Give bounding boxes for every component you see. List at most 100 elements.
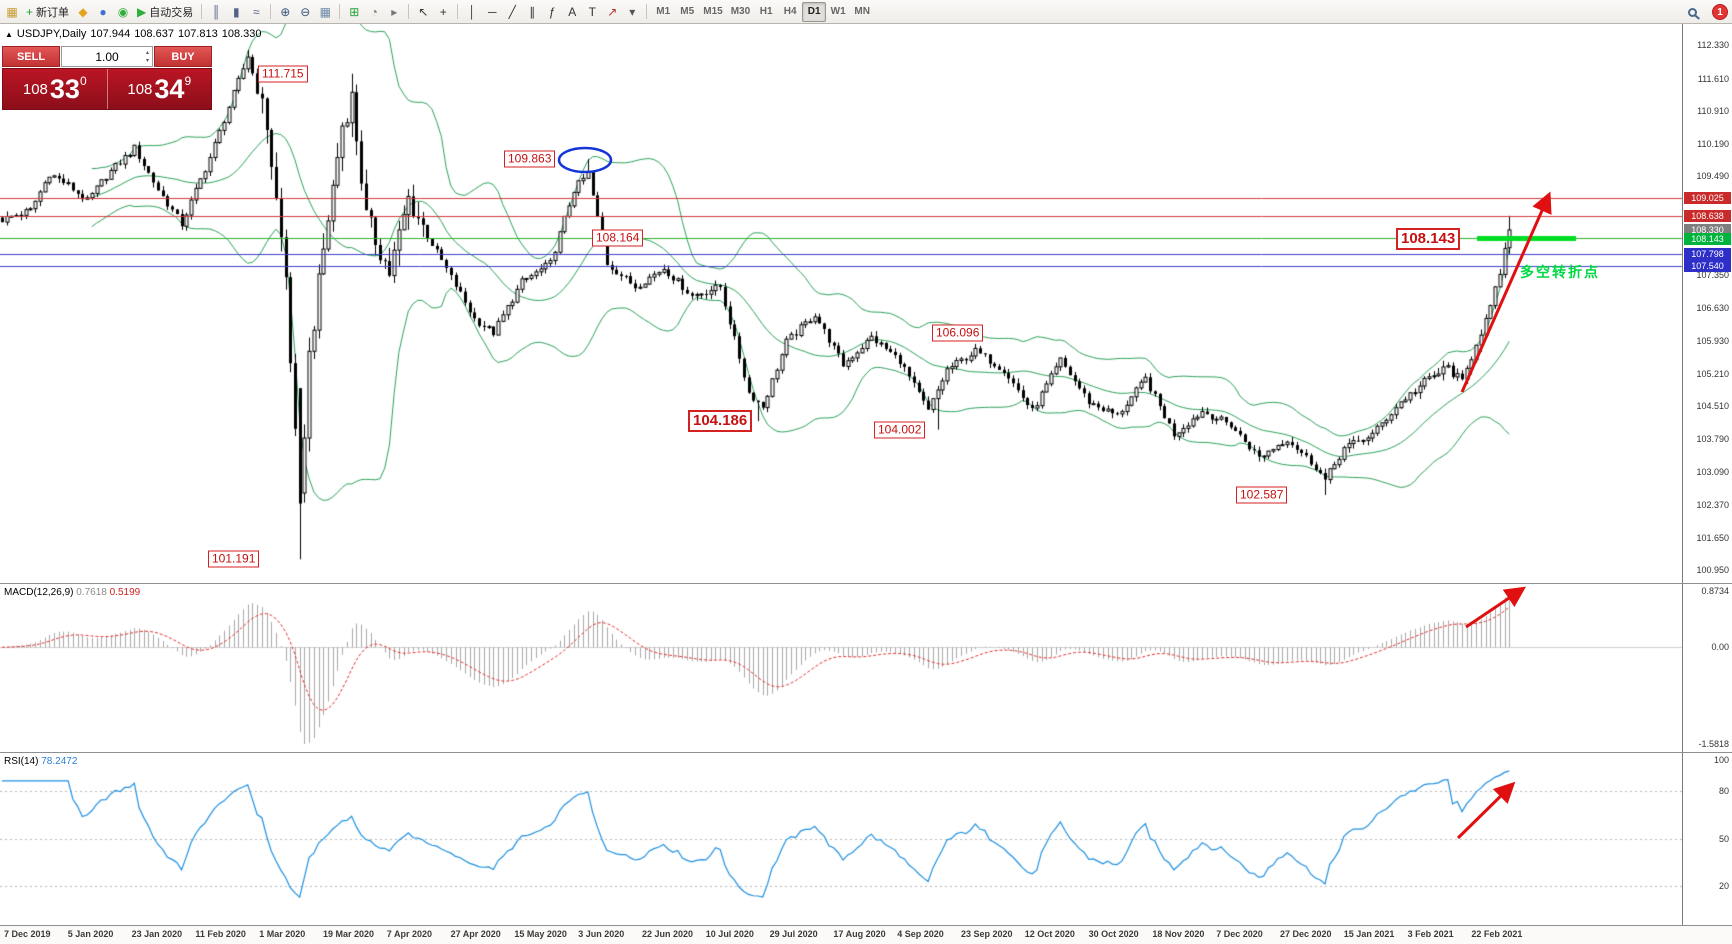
date-axis-label: 3 Feb 2021 — [1407, 929, 1454, 939]
price-callout: 108.164 — [592, 229, 644, 247]
indicators-icon[interactable]: ⊞ — [344, 2, 364, 22]
chart-shift-icon[interactable]: ▸ — [384, 2, 404, 22]
date-axis-label: 19 Mar 2020 — [323, 929, 375, 939]
rsi-panel-canvas[interactable] — [0, 752, 1682, 925]
panel-splitter-rsi[interactable] — [0, 752, 1732, 753]
bar-chart-icon[interactable]: ║ — [206, 2, 226, 22]
rsi-axis-label: 50 — [1718, 833, 1729, 844]
toolbar-right: 1 — [1682, 0, 1728, 24]
date-axis-label: 27 Dec 2020 — [1280, 929, 1332, 939]
toolbar-buttons: ▦ + 新订单 ◆ ● ◉ ▶ 自动交易 ║ ▮ ≈ ⊕ ⊖ ▦ ⊞ ◔ ▸ ↖ + │ ─ ╱ ∥ ƒ A T ↗ ▾ M1 M5 M15… — [0, 0, 874, 23]
crosshair-icon[interactable]: + — [433, 2, 453, 22]
new-chart-icon[interactable]: ▦ — [2, 2, 22, 22]
text-icon[interactable]: A — [562, 2, 582, 22]
ohlc-close: 108.330 — [221, 28, 262, 40]
zoom-in-icon[interactable]: ⊕ — [275, 2, 295, 22]
timeframe-h4-button[interactable]: H4 — [778, 2, 802, 22]
price-level-tag: 108.143 — [1684, 232, 1731, 245]
buy-price[interactable]: 108 34 9 — [127, 73, 192, 104]
timeframe-m15-button[interactable]: M15 — [699, 2, 726, 22]
price-callout: 106.096 — [932, 324, 984, 342]
tile-windows-icon[interactable]: ▦ — [315, 2, 335, 22]
horizontal-line-icon[interactable]: ─ — [482, 2, 502, 22]
rsi-indicator-label: RSI(14) 78.2472 — [4, 756, 78, 767]
fibonacci-icon-icon: ƒ — [548, 4, 556, 19]
search-button[interactable] — [1682, 2, 1702, 22]
price-axis-label: 103.090 — [1696, 466, 1729, 477]
new-order-button[interactable]: + 新订单 — [22, 2, 73, 22]
sell-price[interactable]: 108 33 0 — [22, 73, 87, 104]
date-axis-label: 7 Apr 2020 — [386, 929, 432, 939]
deposit-icon[interactable]: ◆ — [73, 2, 93, 22]
time-axis[interactable]: 7 Dec 2019 5 Jan 2020 23 Jan 2020 11 Feb 20… — [0, 925, 1732, 944]
notification-badge[interactable]: 1 — [1712, 4, 1728, 20]
date-axis-label: 3 Jun 2020 — [578, 929, 625, 939]
date-axis-label: 1 Mar 2020 — [259, 929, 306, 939]
tile-windows-icon-icon: ▦ — [319, 4, 331, 19]
price-callout: 108.143 — [1396, 227, 1461, 250]
price-axis-label: 110.910 — [1697, 105, 1729, 116]
macd-panel-canvas[interactable] — [0, 583, 1682, 752]
label-icon[interactable]: T — [582, 2, 602, 22]
volume-up-button[interactable]: ▴ — [145, 49, 149, 56]
date-axis-label: 22 Feb 2021 — [1471, 929, 1523, 939]
price-axis-label: 104.510 — [1696, 401, 1729, 412]
price-callout: 101.191 — [208, 550, 260, 568]
price-axis[interactable]: 112.330 111.610 110.910 110.190 109.490 107.3… — [1682, 24, 1732, 925]
cursor-icon[interactable]: ↖ — [413, 2, 433, 22]
autotrading-button-label: 自动交易 — [149, 6, 194, 19]
objects-dropdown-icon[interactable]: ▾ — [622, 2, 642, 22]
price-axis-label: 111.610 — [1697, 73, 1729, 84]
price-axis-label: 103.790 — [1696, 434, 1729, 445]
price-callout: 104.002 — [874, 421, 926, 439]
timeframe-m5-button[interactable]: M5 — [675, 2, 699, 22]
crosshair-icon-icon: + — [439, 4, 447, 19]
timeframe-w1-button[interactable]: W1 — [826, 2, 850, 22]
date-axis-label: 23 Sep 2020 — [961, 929, 1013, 939]
cursor-icon-icon: ↖ — [418, 4, 429, 19]
price-divider — [106, 69, 108, 109]
sell-button[interactable]: SELL — [2, 46, 60, 67]
toolbar-separator — [646, 4, 648, 19]
date-axis-label: 10 Jul 2020 — [705, 929, 754, 939]
timeframe-h1-button[interactable]: H1 — [754, 2, 778, 22]
fibonacci-icon[interactable]: ƒ — [542, 2, 562, 22]
date-axis-label: 12 Oct 2020 — [1024, 929, 1075, 939]
arrows-icon[interactable]: ↗ — [602, 2, 622, 22]
price-axis-label: 102.370 — [1696, 499, 1729, 510]
label-icon-icon: T — [588, 4, 596, 19]
chart-info-line: ▲ USDJPY,Daily 107.944 108.637 107.813 108.33… — [5, 28, 265, 40]
line-chart-icon[interactable]: ≈ — [246, 2, 266, 22]
volume-input[interactable] — [62, 47, 152, 66]
zoom-out-icon[interactable]: ⊖ — [295, 2, 315, 22]
channel-icon[interactable]: ∥ — [522, 2, 542, 22]
candlestick-chart-icon[interactable]: ▮ — [226, 2, 246, 22]
timeframe-mn-button[interactable]: MN — [850, 2, 874, 22]
price-callout: 109.863 — [504, 150, 556, 168]
panel-splitter-macd[interactable] — [0, 583, 1732, 584]
price-axis-label: 105.210 — [1696, 368, 1729, 379]
rsi-axis-label: 20 — [1718, 880, 1729, 891]
date-axis-label: 17 Aug 2020 — [833, 929, 886, 939]
date-axis-label: 30 Oct 2020 — [1088, 929, 1139, 939]
period-icon[interactable]: ◔ — [364, 2, 384, 22]
trendline-icon[interactable]: ╱ — [502, 2, 522, 22]
zoom-out-icon-icon: ⊖ — [300, 4, 311, 19]
arrows-icon-icon: ↗ — [607, 4, 618, 19]
timeframe-m30-button[interactable]: M30 — [727, 2, 754, 22]
buy-button[interactable]: BUY — [154, 46, 212, 67]
symbol-title: USDJPY,Daily — [16, 28, 87, 40]
timeframe-d1-button[interactable]: D1 — [802, 1, 827, 22]
vertical-line-icon[interactable]: │ — [462, 2, 482, 22]
autotrading-button[interactable]: ▶ 自动交易 — [133, 2, 197, 22]
market-icon[interactable]: ◉ — [113, 2, 133, 22]
volume-down-button[interactable]: ▾ — [145, 57, 149, 64]
trendline-icon-icon: ╱ — [508, 4, 516, 19]
symbol-collapse-icon[interactable]: ▲ — [5, 30, 13, 39]
main-chart-canvas[interactable] — [0, 24, 1682, 583]
profile-icon[interactable]: ● — [93, 2, 113, 22]
new-order-button-label: 新订单 — [36, 6, 70, 19]
timeframe-m1-button[interactable]: M1 — [651, 2, 675, 22]
indicators-icon-icon: ⊞ — [349, 4, 360, 19]
date-axis-label: 29 Jul 2020 — [769, 929, 818, 939]
